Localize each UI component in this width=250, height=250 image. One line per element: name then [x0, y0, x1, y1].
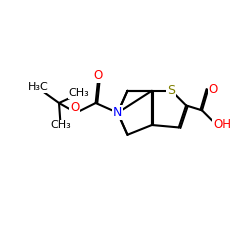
- Text: S: S: [168, 84, 175, 97]
- Text: H₃C: H₃C: [28, 82, 48, 92]
- Text: CH₃: CH₃: [50, 120, 71, 130]
- Text: O: O: [209, 83, 218, 96]
- Text: N: N: [113, 106, 122, 119]
- Text: CH₃: CH₃: [69, 88, 89, 98]
- Text: O: O: [70, 102, 80, 114]
- Text: OH: OH: [213, 118, 231, 132]
- Text: O: O: [94, 69, 103, 82]
